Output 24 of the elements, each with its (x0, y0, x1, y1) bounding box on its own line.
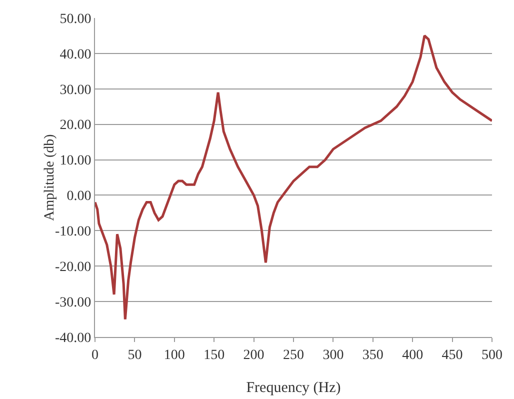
x-tick-label: 100 (164, 348, 185, 363)
y-axis-title: Amplitude (db) (42, 134, 58, 221)
x-tick-label: 150 (204, 348, 225, 363)
y-tick-label: 0.00 (66, 189, 92, 204)
line-series (95, 34, 492, 321)
y-tick-label: -10.00 (55, 224, 92, 240)
x-tick-label: 300 (322, 348, 344, 363)
x-tick-label: 200 (243, 348, 264, 363)
y-tick-label: 20.00 (60, 118, 92, 134)
x-tick-label: 450 (442, 348, 463, 363)
y-tick-label: 50.00 (60, 12, 92, 27)
x-tick-label: 350 (362, 348, 384, 363)
y-tick-label: 40.00 (60, 47, 92, 62)
y-tick-label: -30.00 (55, 295, 92, 310)
y-tick-label: -20.00 (55, 260, 92, 276)
y-tick-label: 10.00 (60, 154, 92, 169)
x-tick-label: 400 (402, 348, 424, 363)
x-tick-label: 500 (482, 348, 502, 363)
x-tick-label: 0 (92, 348, 98, 363)
y-tick-label: -40.00 (55, 330, 92, 346)
x-tick-label: 50 (128, 348, 142, 363)
y-tick-label: 30.00 (60, 82, 92, 98)
x-axis-title: Frequency (Hz) (246, 380, 341, 396)
x-tick-label: 250 (283, 348, 304, 363)
